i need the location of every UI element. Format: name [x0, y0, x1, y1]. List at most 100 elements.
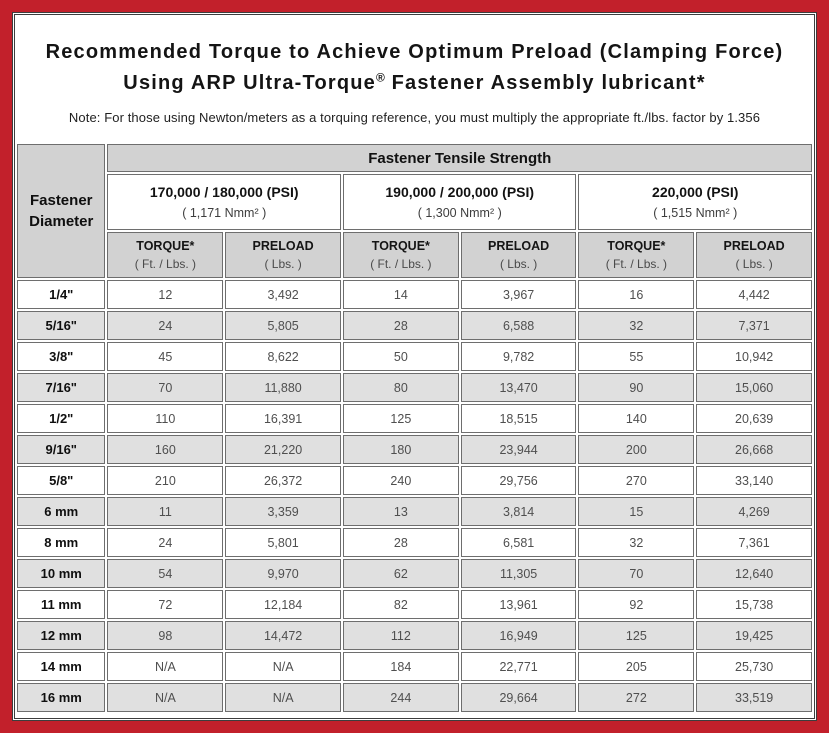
torque-220-cell: 140 [578, 404, 695, 433]
title-line1: Recommended Torque to Achieve Optimum Pr… [45, 41, 784, 63]
table-row: 3/8" 45 8,622 50 9,782 55 10,942 [17, 342, 812, 371]
torque-170-cell: 72 [107, 590, 224, 619]
preload-190-cell: 3,967 [460, 280, 577, 309]
torque-190-cell: 244 [342, 683, 459, 712]
header-row-tensile: Fastener Diameter Fastener Tensile Stren… [17, 144, 812, 278]
torque-170-cell: 210 [107, 466, 224, 495]
preload-190-cell: 22,771 [460, 652, 577, 681]
nmm-value-190: ( 1,300 Nmm² ) [417, 206, 502, 220]
diameter-cell: 6 mm [17, 497, 106, 526]
preload-header-190: PRELOAD ( Lbs. ) [460, 232, 577, 278]
table-row: 11 mm 72 12,184 82 13,961 92 15,738 [17, 590, 812, 619]
torque-170-cell: 54 [107, 559, 224, 588]
psi-value-220: 220,000 (PSI) [652, 184, 739, 200]
preload-170-cell: 26,372 [225, 466, 341, 495]
preload-190-cell: 9,782 [460, 342, 577, 371]
psi-group-170: 170,000 / 180,000 (PSI) ( 1,171 Nmm² ) [107, 174, 341, 230]
psi-value-190: 190,000 / 200,000 (PSI) [385, 184, 535, 200]
torque-table-body: 1/4" 12 3,492 14 3,967 16 4,442 5/16" 24 5,805 28 6… [17, 280, 812, 712]
torque-190-cell: 82 [342, 590, 459, 619]
torque-unit-label: ( Ft. / Lbs. ) [605, 257, 668, 271]
torque-190-cell: 180 [342, 435, 459, 464]
preload-170-cell: N/A [225, 683, 341, 712]
diameter-cell: 14 mm [17, 652, 106, 681]
torque-190-cell: 184 [342, 652, 459, 681]
preload-220-cell: 4,269 [696, 497, 812, 526]
header-row-units: TORQUE* ( Ft. / Lbs. ) PRELOAD ( Lbs. ) … [17, 232, 812, 278]
table-row: 1/2" 110 16,391 125 18,515 140 20,639 [17, 404, 812, 433]
preload-220-cell: 15,060 [696, 373, 812, 402]
table-row: 14 mm N/A N/A 184 22,771 205 25,730 [17, 652, 812, 681]
torque-190-cell: 112 [342, 621, 459, 650]
diameter-cell: 8 mm [17, 528, 106, 557]
torque-170-cell: 11 [107, 497, 224, 526]
torque-190-cell: 28 [342, 528, 459, 557]
diameter-cell: 5/16" [17, 311, 106, 340]
torque-220-cell: 15 [578, 497, 695, 526]
preload-170-cell: 3,359 [225, 497, 341, 526]
diameter-cell: 12 mm [17, 621, 106, 650]
spec-sheet-panel: Recommended Torque to Achieve Optimum Pr… [14, 14, 815, 719]
torque-190-cell: 13 [342, 497, 459, 526]
torque-170-cell: N/A [107, 652, 224, 681]
diameter-cell: 5/8" [17, 466, 106, 495]
header-row-psi: 170,000 / 180,000 (PSI) ( 1,171 Nmm² ) 1… [17, 174, 812, 230]
torque-220-cell: 32 [578, 311, 695, 340]
torque-190-cell: 62 [342, 559, 459, 588]
torque-170-cell: 12 [107, 280, 224, 309]
preload-190-cell: 29,756 [460, 466, 577, 495]
diameter-cell: 7/16" [17, 373, 106, 402]
torque-spec-table: Fastener Diameter Fastener Tensile Stren… [15, 142, 814, 714]
preload-170-cell: N/A [225, 652, 341, 681]
torque-label: TORQUE* [136, 239, 195, 253]
diameter-cell: 1/2" [17, 404, 106, 433]
table-row: 16 mm N/A N/A 244 29,664 272 33,519 [17, 683, 812, 712]
nmm-value-170: ( 1,171 Nmm² ) [182, 206, 267, 220]
preload-170-cell: 8,622 [225, 342, 341, 371]
preload-190-cell: 18,515 [460, 404, 577, 433]
preload-190-cell: 3,814 [460, 497, 577, 526]
torque-220-cell: 70 [578, 559, 695, 588]
diameter-cell: 11 mm [17, 590, 106, 619]
torque-170-cell: 98 [107, 621, 224, 650]
table-row: 12 mm 98 14,472 112 16,949 125 19,425 [17, 621, 812, 650]
torque-170-cell: N/A [107, 683, 224, 712]
torque-label: TORQUE* [607, 239, 666, 253]
torque-header-190: TORQUE* ( Ft. / Lbs. ) [342, 232, 459, 278]
preload-label: PRELOAD [488, 239, 550, 253]
title-block: Recommended Torque to Achieve Optimum Pr… [15, 15, 814, 142]
torque-190-cell: 125 [342, 404, 459, 433]
preload-label: PRELOAD [723, 239, 785, 253]
preload-170-cell: 16,391 [225, 404, 341, 433]
preload-220-cell: 4,442 [696, 280, 812, 309]
preload-170-cell: 3,492 [225, 280, 341, 309]
title-line2-post: Fastener Assembly lubricant* [384, 72, 706, 94]
torque-unit-label: ( Ft. / Lbs. ) [370, 257, 432, 271]
diameter-cell: 1/4" [17, 280, 106, 309]
table-row: 7/16" 70 11,880 80 13,470 90 15,060 [17, 373, 812, 402]
preload-220-cell: 7,371 [696, 311, 812, 340]
psi-group-190: 190,000 / 200,000 (PSI) ( 1,300 Nmm² ) [342, 174, 577, 230]
torque-header-220: TORQUE* ( Ft. / Lbs. ) [578, 232, 695, 278]
torque-header-170: TORQUE* ( Ft. / Lbs. ) [107, 232, 224, 278]
torque-190-cell: 80 [342, 373, 459, 402]
torque-220-cell: 55 [578, 342, 695, 371]
preload-190-cell: 29,664 [460, 683, 577, 712]
torque-unit-label: ( Ft. / Lbs. ) [134, 257, 197, 271]
nmm-value-220: ( 1,515 Nmm² ) [653, 206, 738, 220]
preload-220-cell: 33,519 [696, 683, 812, 712]
preload-220-cell: 25,730 [696, 652, 812, 681]
preload-190-cell: 6,588 [460, 311, 577, 340]
table-row: 5/8" 210 26,372 240 29,756 270 33,140 [17, 466, 812, 495]
table-row: 1/4" 12 3,492 14 3,967 16 4,442 [17, 280, 812, 309]
table-row: 9/16" 160 21,220 180 23,944 200 26,668 [17, 435, 812, 464]
torque-220-cell: 125 [578, 621, 695, 650]
torque-220-cell: 200 [578, 435, 695, 464]
preload-220-cell: 7,361 [696, 528, 812, 557]
table-row: 6 mm 11 3,359 13 3,814 15 4,269 [17, 497, 812, 526]
tensile-strength-header: Fastener Tensile Strength [107, 144, 812, 172]
preload-170-cell: 12,184 [225, 590, 341, 619]
torque-170-cell: 160 [107, 435, 224, 464]
preload-170-cell: 11,880 [225, 373, 341, 402]
preload-170-cell: 5,805 [225, 311, 341, 340]
